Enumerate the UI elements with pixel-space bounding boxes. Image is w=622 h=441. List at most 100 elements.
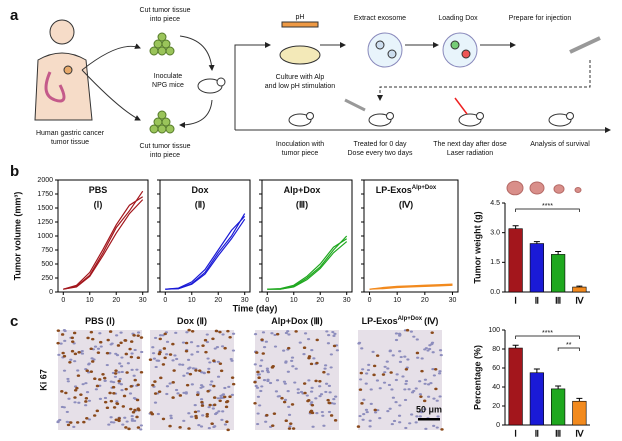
- nucleus: [432, 424, 436, 427]
- ki67-nucleus: [106, 338, 110, 342]
- nucleus: [216, 360, 220, 363]
- tumor-photo: [553, 184, 565, 194]
- nucleus: [67, 397, 71, 400]
- nucleus: [431, 368, 435, 371]
- nucleus: [261, 331, 266, 334]
- nucleus: [65, 410, 69, 414]
- ki67-nucleus: [103, 376, 107, 380]
- ki67-nucleus: [372, 373, 376, 377]
- nucleus: [133, 348, 137, 352]
- nucleus: [435, 399, 439, 402]
- caption: NPG mice: [152, 82, 184, 89]
- ki67-nucleus: [105, 351, 110, 355]
- ki67-nucleus: [372, 364, 377, 368]
- nucleus: [66, 380, 70, 383]
- histology-image: [150, 330, 234, 430]
- nucleus: [287, 413, 292, 416]
- nucleus: [115, 334, 119, 337]
- ki67-nucleus: [61, 351, 65, 355]
- ki67-nucleus: [214, 329, 219, 333]
- ki67-nucleus: [89, 330, 94, 334]
- nucleus: [120, 356, 124, 359]
- image-title: Alp+Dox (Ⅲ): [271, 316, 322, 326]
- nucleus: [174, 331, 178, 334]
- nucleus: [65, 420, 69, 424]
- ki67-nucleus: [158, 350, 162, 354]
- nucleus: [110, 342, 114, 345]
- nucleus: [414, 387, 418, 390]
- nucleus: [403, 355, 407, 358]
- nucleus: [94, 388, 98, 391]
- error-bar: [533, 241, 540, 244]
- nucleus: [394, 332, 399, 335]
- ki67-nucleus: [153, 392, 158, 395]
- nucleus: [115, 400, 119, 403]
- bar: [529, 372, 544, 426]
- scale-bar: [418, 418, 440, 421]
- x-tick-label: 10: [290, 297, 298, 304]
- nucleus: [189, 341, 194, 344]
- nucleus: [130, 368, 134, 371]
- nucleus: [59, 342, 63, 345]
- ki67-nucleus: [163, 332, 167, 336]
- ki67-nucleus: [185, 383, 190, 387]
- error-bar: [533, 368, 540, 373]
- ki67-nucleus: [108, 391, 112, 395]
- ki67-nucleus: [112, 406, 117, 409]
- nucleus: [62, 369, 67, 372]
- caption: Cut tumor tissue: [140, 143, 191, 150]
- ki67-nucleus: [213, 403, 217, 407]
- nucleus: [132, 396, 137, 400]
- ki67-nucleus: [178, 394, 183, 397]
- ki67-nucleus: [434, 367, 438, 371]
- nucleus: [403, 398, 408, 402]
- significance-label: **: [566, 342, 572, 349]
- nucleus: [191, 367, 196, 370]
- nucleus: [364, 382, 368, 385]
- ki67-nucleus: [86, 336, 90, 340]
- nucleus: [169, 417, 173, 420]
- ki67-nucleus: [62, 354, 67, 358]
- error-bar: [555, 385, 562, 389]
- nucleus: [388, 349, 392, 352]
- nucleus: [207, 406, 211, 409]
- ki67-nucleus: [271, 364, 275, 368]
- nucleus: [199, 425, 204, 428]
- growth-curve: [165, 218, 246, 290]
- nucleus: [174, 388, 179, 392]
- nucleus: [117, 371, 121, 374]
- ki67-nucleus: [206, 370, 211, 374]
- ki67-nucleus: [89, 370, 94, 373]
- ki67-nucleus: [101, 373, 105, 376]
- ki67-nucleus: [132, 333, 136, 337]
- x-tick-label: Ⅱ: [535, 295, 539, 305]
- nucleus: [265, 369, 270, 372]
- nucleus: [230, 393, 235, 396]
- ki67-nucleus: [307, 356, 311, 360]
- error-bar: [555, 250, 562, 255]
- nucleus: [419, 411, 424, 414]
- nucleus: [259, 364, 263, 367]
- ki67-nucleus: [75, 421, 80, 424]
- nucleus: [256, 395, 261, 398]
- nucleus: [96, 347, 101, 350]
- error-bar: [576, 285, 583, 288]
- bar: [551, 388, 566, 426]
- ki67-nucleus: [375, 354, 380, 357]
- ki67-nucleus: [200, 404, 205, 407]
- caption: into piece: [150, 16, 180, 23]
- ki67-nucleus: [318, 379, 322, 383]
- nucleus: [423, 408, 427, 411]
- ki67-nucleus: [275, 332, 280, 336]
- nucleus: [205, 340, 210, 344]
- nucleus: [407, 388, 411, 391]
- significance-label: ****: [542, 203, 553, 210]
- nucleus: [332, 334, 336, 338]
- ki67-nucleus: [200, 400, 204, 404]
- group-title: PBS: [89, 185, 108, 195]
- ki67-nucleus: [133, 408, 137, 412]
- ki67-nucleus: [212, 359, 216, 363]
- ki67-nucleus: [123, 339, 128, 342]
- ki67-nucleus: [328, 401, 332, 405]
- nucleus: [335, 349, 339, 352]
